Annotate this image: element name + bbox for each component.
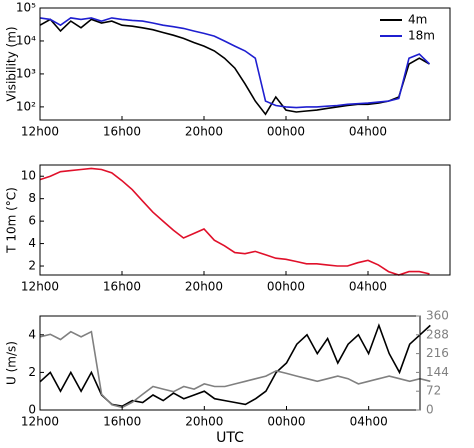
y-tick-label: 2 bbox=[28, 365, 36, 379]
legend-label: 18m bbox=[408, 29, 435, 43]
y2-tick-label: 288 bbox=[426, 327, 449, 341]
data-line bbox=[39, 18, 430, 116]
y-tick-label: 10⁴ bbox=[16, 33, 36, 47]
x-tick-label: 12h00 bbox=[21, 415, 59, 429]
y-tick-label: 2 bbox=[28, 259, 36, 273]
x-tick-label: 00h00 bbox=[267, 415, 305, 429]
y2-tick-label: 144 bbox=[426, 365, 449, 379]
x-tick-label: 04h00 bbox=[349, 280, 387, 294]
y2-tick-label: 0 bbox=[426, 403, 434, 417]
x-tick-label: 04h00 bbox=[349, 125, 387, 139]
x-tick-label: 16h00 bbox=[103, 280, 141, 294]
y2-tick-label: 216 bbox=[426, 346, 449, 360]
plot-frame bbox=[39, 315, 421, 411]
x-tick-label: 20h00 bbox=[185, 280, 223, 294]
plot-frame bbox=[39, 7, 451, 121]
data-line bbox=[39, 323, 431, 408]
y-tick-label: 0 bbox=[28, 403, 36, 417]
x-tick-label: 04h00 bbox=[350, 415, 388, 429]
x-tick-label: 12h00 bbox=[21, 280, 59, 294]
y2-tick-label: 72 bbox=[426, 384, 441, 398]
y-tick-label: 10 bbox=[21, 169, 36, 183]
x-tick-label: 20h00 bbox=[185, 125, 223, 139]
data-line bbox=[39, 167, 430, 276]
y-axis-label: U (m/s) bbox=[5, 341, 19, 385]
y-tick-label: 6 bbox=[28, 214, 36, 228]
x-tick-label: 00h00 bbox=[267, 280, 305, 294]
y-tick-label: 10² bbox=[16, 99, 36, 113]
data-line bbox=[39, 330, 431, 409]
x-axis-label: UTC bbox=[216, 430, 244, 446]
x-tick-label: 16h00 bbox=[103, 125, 141, 139]
data-line bbox=[39, 17, 431, 109]
x-tick-label: 20h00 bbox=[185, 415, 223, 429]
y-tick-label: 8 bbox=[28, 191, 36, 205]
y-tick-label: 10³ bbox=[16, 66, 36, 80]
y-axis-label: T 10m (°C) bbox=[5, 187, 19, 254]
plot-frame bbox=[39, 164, 451, 276]
x-tick-label: 00h00 bbox=[267, 125, 305, 139]
y-axis-label: Visibility (m) bbox=[5, 26, 19, 101]
x-tick-label: 12h00 bbox=[21, 125, 59, 139]
y-tick-label: 4 bbox=[28, 236, 36, 250]
legend-label: 4m bbox=[408, 13, 427, 27]
x-tick-label: 16h00 bbox=[103, 415, 141, 429]
y2-tick-label: 360 bbox=[426, 309, 449, 323]
y-tick-label: 4 bbox=[28, 327, 36, 341]
y-tick-label: 10⁵ bbox=[16, 1, 36, 15]
